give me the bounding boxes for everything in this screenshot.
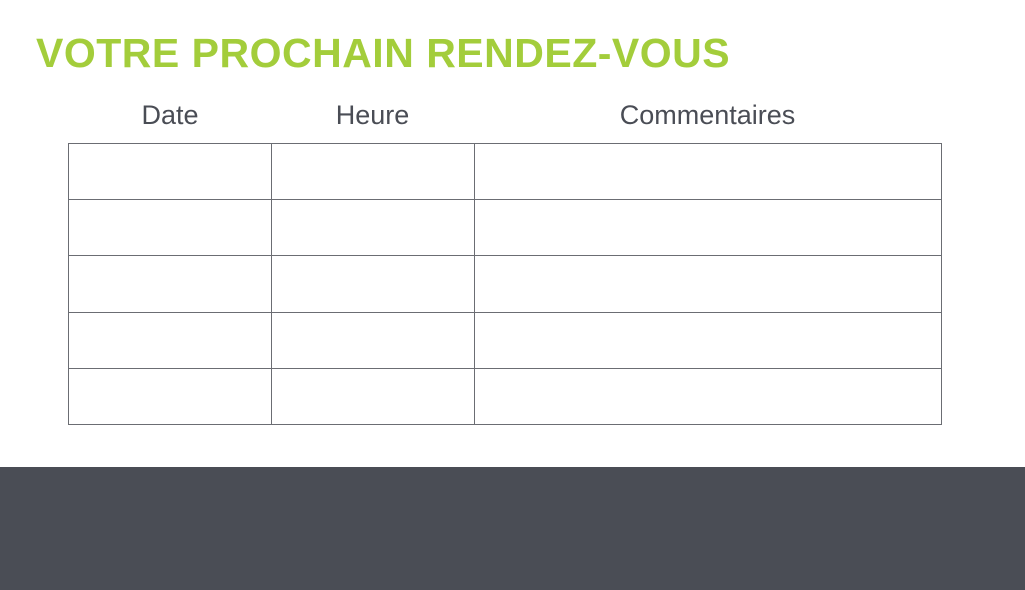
table-row — [68, 367, 942, 426]
cell-commentaires[interactable] — [474, 255, 942, 313]
page-title: VOTRE PROCHAIN RENDEZ-VOUS — [36, 30, 731, 76]
column-header-date: Date — [141, 100, 199, 130]
cell-date[interactable] — [68, 311, 272, 369]
appointment-table — [68, 142, 942, 426]
cell-date[interactable] — [68, 199, 272, 257]
column-header-heure: Heure — [335, 100, 410, 130]
footer-band — [0, 467, 1025, 590]
cell-date[interactable] — [68, 367, 272, 426]
cell-commentaires[interactable] — [474, 142, 942, 201]
cell-heure[interactable] — [271, 255, 475, 313]
cell-heure[interactable] — [271, 311, 475, 369]
cell-heure[interactable] — [271, 199, 475, 257]
table-row — [68, 255, 942, 313]
cell-commentaires[interactable] — [474, 199, 942, 257]
cell-heure[interactable] — [271, 367, 475, 426]
cell-commentaires[interactable] — [474, 367, 942, 426]
table-row — [68, 199, 942, 257]
table-row — [68, 142, 942, 201]
cell-date[interactable] — [68, 142, 272, 201]
column-header-commentaires: Commentaires — [619, 100, 796, 130]
cell-heure[interactable] — [271, 142, 475, 201]
cell-commentaires[interactable] — [474, 311, 942, 369]
table-row — [68, 311, 942, 369]
cell-date[interactable] — [68, 255, 272, 313]
